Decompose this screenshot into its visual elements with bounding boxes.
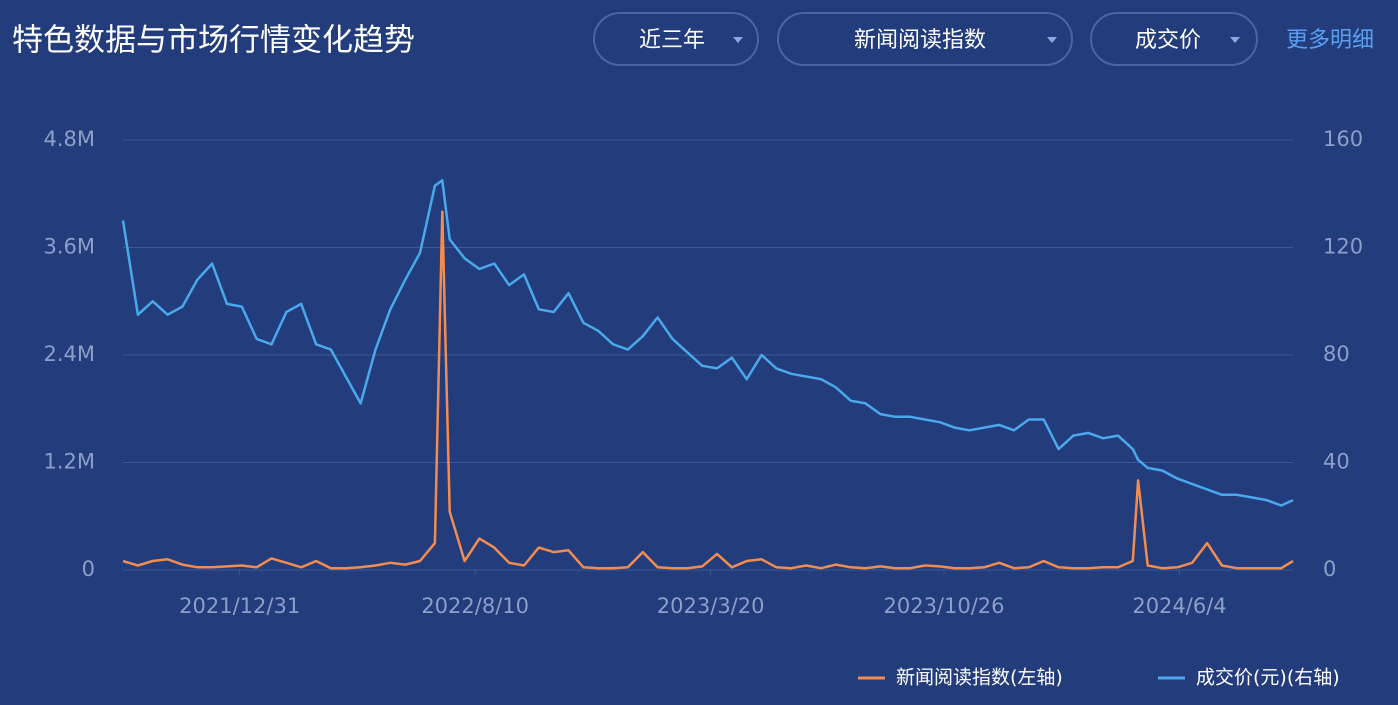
filter-indicator[interactable]: 新闻阅读指数 xyxy=(777,12,1073,66)
dropdown-arrow[interactable] xyxy=(1230,37,1240,43)
x-tick-label: 2023/3/20 xyxy=(657,594,765,618)
y2-tick-label: 160 xyxy=(1323,127,1363,151)
dropdown-arrow[interactable] xyxy=(1047,37,1057,43)
x-tick-label: 2023/10/26 xyxy=(883,594,1004,618)
y-tick-label: 1.2M xyxy=(43,450,95,474)
x-tick-label: 2021/12/31 xyxy=(179,594,300,618)
dropdown[interactable] xyxy=(593,12,759,66)
filter-period[interactable]: 近三年 xyxy=(593,12,759,66)
series-line xyxy=(122,210,1294,570)
dropdown[interactable] xyxy=(1090,12,1258,66)
series-line xyxy=(121,179,1294,507)
dropdown-label[interactable]: 新闻阅读指数 xyxy=(854,28,986,53)
y2-tick-label: 80 xyxy=(1323,342,1350,366)
y-tick-label: 2.4M xyxy=(43,342,95,366)
more-link[interactable]: 更多明细 xyxy=(1286,28,1374,53)
y-tick-label: 3.6M xyxy=(43,235,95,259)
x-tick-label: 2022/8/10 xyxy=(421,594,529,618)
dropdown[interactable] xyxy=(777,12,1073,66)
dropdown-arrow[interactable] xyxy=(733,37,743,43)
legend-label: 新闻阅读指数(左轴) xyxy=(896,667,1063,689)
dropdown-label[interactable]: 成交价 xyxy=(1135,28,1201,53)
chart-title: 特色数据与市场行情变化趋势 xyxy=(12,23,415,59)
dropdown-label[interactable]: 近三年 xyxy=(639,28,705,53)
y2-tick-label: 0 xyxy=(1323,557,1336,581)
y2-tick-label: 40 xyxy=(1323,450,1350,474)
x-tick-label: 2024/6/4 xyxy=(1132,594,1226,618)
y-tick-label: 0 xyxy=(82,557,95,581)
y-tick-label: 4.8M xyxy=(43,127,95,151)
filter-price[interactable]: 成交价 xyxy=(1090,12,1258,66)
legend-label: 成交价(元)(右轴) xyxy=(1196,667,1340,689)
y2-tick-label: 120 xyxy=(1323,235,1363,259)
